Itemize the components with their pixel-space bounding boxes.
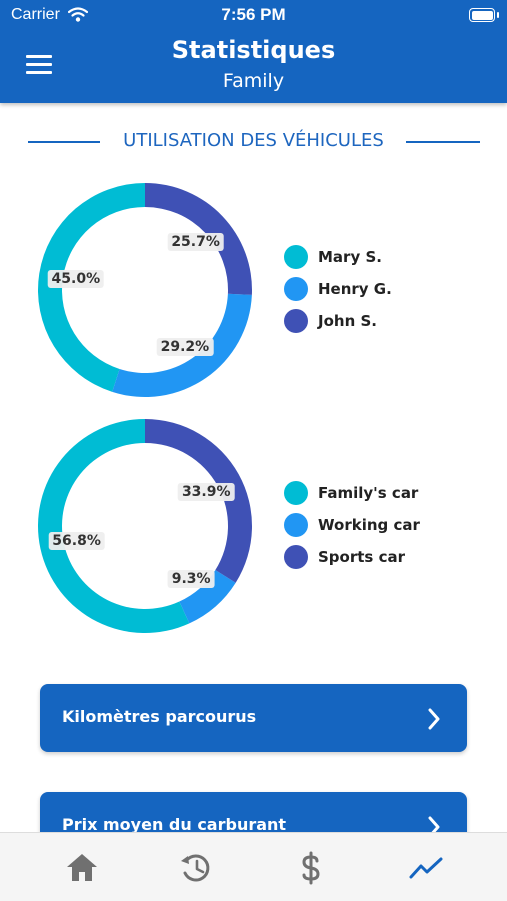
chevron-right-icon [428, 708, 440, 730]
legend-swatch [284, 309, 308, 333]
legend-label: John S. [318, 312, 377, 330]
cars-donut-svg [37, 419, 252, 633]
page-subtitle: Family [222, 70, 285, 92]
legend-swatch [284, 545, 308, 569]
tab-expenses[interactable] [293, 851, 329, 885]
section-header: UTILISATION DES VÉHICULES [0, 128, 507, 154]
cars-value-label-3: 33.9% [177, 483, 235, 502]
legend-label: Sports car [318, 548, 405, 566]
tab-history[interactable] [178, 851, 214, 885]
tab-bar [0, 832, 507, 901]
home-icon [67, 854, 97, 881]
section-divider-right [406, 141, 480, 143]
cars-value-label-1: 56.8% [48, 531, 105, 550]
users-value-label-2: 29.2% [156, 338, 214, 357]
carrier-label: Carrier [11, 6, 60, 23]
legend-swatch [284, 277, 308, 301]
tab-statistics[interactable] [408, 851, 444, 885]
cars-value-label-2: 9.3% [167, 569, 215, 588]
status-bar: Carrier 7:56 PM [0, 0, 507, 30]
fuel-price-label: Prix moyen du carburant [62, 815, 287, 834]
cars-slice-2 [179, 570, 236, 624]
users-donut-chart: 45.0% 29.2% 25.7% [30, 180, 260, 400]
legend-label: Henry G. [318, 280, 392, 298]
users-value-label-3: 25.7% [167, 232, 224, 251]
battery-icon [469, 8, 499, 22]
section-title: UTILISATION DES VÉHICULES [123, 130, 384, 151]
kilometres-label: Kilomètres parcourus [62, 707, 257, 726]
app-header: Carrier 7:56 PM Statistiques Family [0, 0, 507, 103]
status-time: 7:56 PM [221, 5, 286, 24]
legend-swatch [284, 245, 308, 269]
section-divider-left [28, 141, 100, 143]
users-slice-2 [112, 293, 252, 397]
history-icon [181, 854, 210, 882]
legend-swatch [284, 481, 308, 505]
wifi-icon [68, 7, 88, 22]
tab-home[interactable] [64, 851, 100, 885]
cars-slice-1 [37, 419, 190, 633]
legend-label: Family's car [318, 484, 419, 502]
legend-swatch [284, 513, 308, 537]
users-slice-3 [145, 183, 252, 295]
users-donut-svg [38, 183, 252, 397]
users-value-label-1: 45.0% [47, 270, 105, 289]
trend-icon [409, 857, 443, 879]
page-title: Statistiques [171, 36, 336, 64]
legend-label: Mary S. [318, 248, 382, 266]
cars-donut-chart: 56.8% 9.3% 33.9% [30, 416, 260, 636]
dollar-icon [302, 851, 320, 885]
kilometres-card[interactable]: Kilomètres parcourus [40, 684, 467, 752]
cars-slice-3 [145, 419, 252, 583]
users-slice-1 [38, 183, 146, 392]
menu-icon[interactable] [26, 55, 52, 75]
legend-label: Working car [318, 516, 420, 534]
